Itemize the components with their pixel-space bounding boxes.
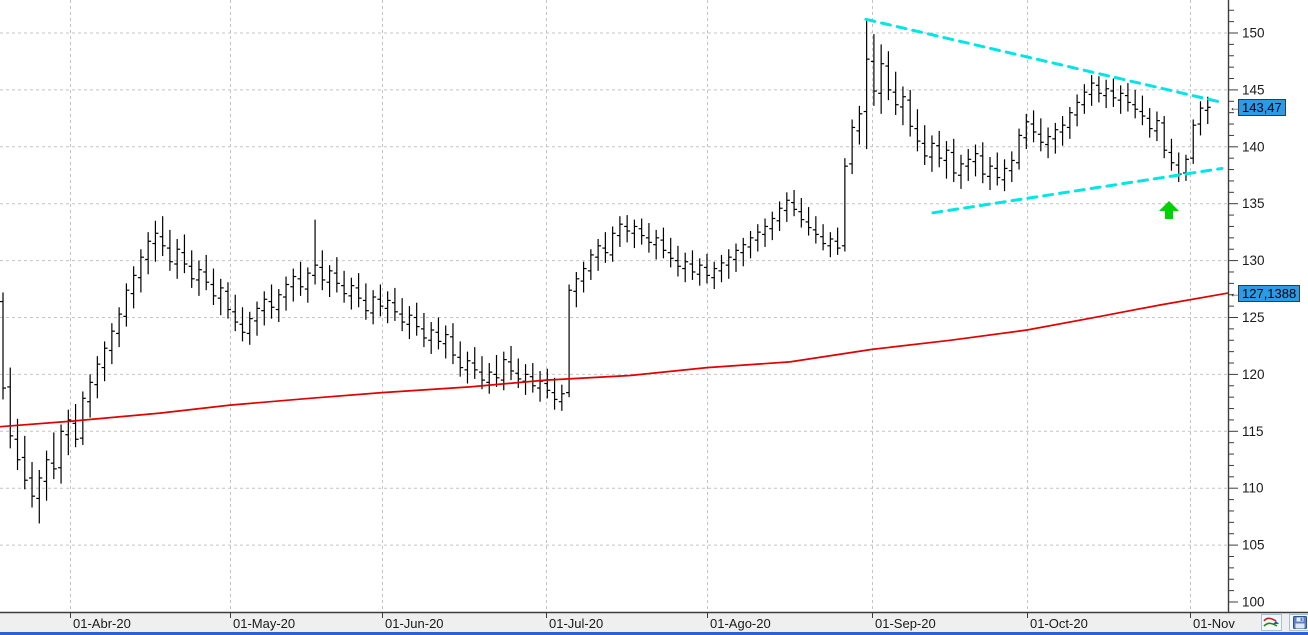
- svg-text:125: 125: [1242, 310, 1265, 325]
- lower-trendline: [931, 166, 1224, 215]
- ma-price-value: 127,1388: [1238, 284, 1301, 302]
- svg-text:140: 140: [1242, 139, 1265, 154]
- svg-text:105: 105: [1242, 538, 1265, 553]
- time-axis-label: 01-Abr-20: [73, 616, 131, 631]
- buy-signal-arrow: [1159, 201, 1179, 219]
- price-axis-ticks: [1228, 9, 1238, 603]
- moving-average-line: [0, 292, 1229, 428]
- ohlc-bars: [0, 19, 1211, 524]
- time-axis-label: 01-Jul-20: [549, 616, 604, 631]
- ma-price-tag[interactable]: ← 127,1388: [1229, 284, 1301, 302]
- svg-text:120: 120: [1242, 367, 1265, 382]
- svg-text:145: 145: [1242, 82, 1265, 97]
- price-axis-labels: 100 105 110 115 120 125 130 135 140 145 150: [1242, 26, 1265, 610]
- upper-trendline: [864, 17, 1224, 104]
- time-axis-label: 01-Oct-20: [1030, 616, 1088, 631]
- taskbar-edge: [0, 632, 1308, 635]
- time-axis-label: 01-Ago-20: [710, 616, 771, 631]
- svg-text:135: 135: [1242, 196, 1265, 211]
- indicator-chart-icon[interactable]: [1261, 614, 1282, 631]
- time-axis-label: 01-Jun-20: [385, 616, 444, 631]
- time-axis-label: 01-Nov: [1193, 616, 1235, 631]
- svg-text:130: 130: [1242, 253, 1265, 268]
- svg-text:110: 110: [1242, 481, 1264, 496]
- time-axis-strip: [0, 613, 1308, 633]
- time-axis-label: 01-May-20: [233, 616, 296, 631]
- time-axis-label: 01-Sep-20: [875, 616, 936, 631]
- svg-text:100: 100: [1242, 595, 1265, 610]
- save-icon[interactable]: [1289, 614, 1308, 631]
- last-price-value: 143,47: [1238, 98, 1286, 116]
- tag-arrow-icon: ←: [1229, 286, 1241, 301]
- svg-text:115: 115: [1242, 424, 1264, 439]
- floppy-glyph: [1292, 616, 1307, 629]
- indicator-chart-glyph: [1263, 617, 1279, 627]
- gridlines: [0, 0, 1228, 612]
- tag-arrow-icon: ←: [1229, 100, 1241, 115]
- last-price-tag[interactable]: ← 143,47: [1229, 98, 1286, 116]
- svg-text:150: 150: [1242, 26, 1265, 41]
